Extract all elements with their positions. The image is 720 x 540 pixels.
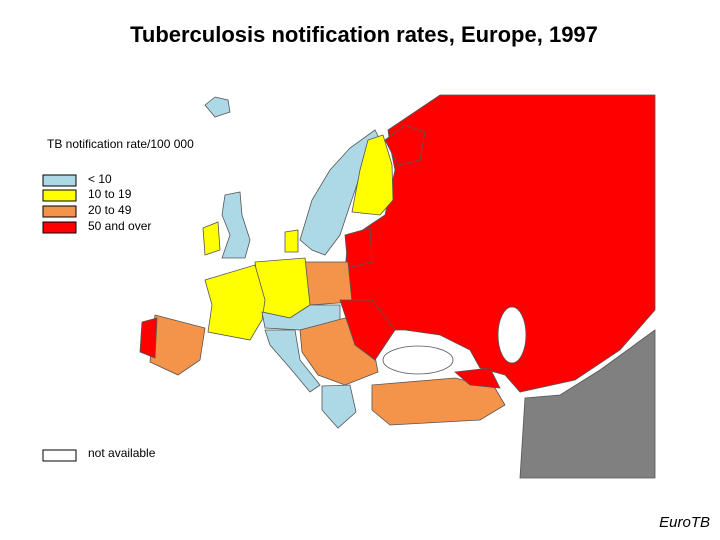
region: [284, 229, 299, 253]
title: Tuberculosis notification rates, Europe,…: [130, 22, 598, 47]
region: [202, 221, 221, 256]
region: [344, 227, 373, 269]
legend-label: not available: [88, 446, 156, 460]
legend-swatch: [42, 174, 77, 187]
legend-swatch: [42, 205, 77, 218]
region: [454, 367, 501, 389]
legend-label: 20 to 49: [88, 203, 132, 217]
region: [204, 96, 231, 118]
legend-title: TB notification rate/100 000: [47, 137, 194, 151]
map: [139, 94, 656, 479]
region: [371, 377, 506, 426]
legend-swatch: [42, 189, 77, 202]
legend-swatch: [42, 449, 77, 462]
sea: [382, 345, 454, 375]
region: [221, 191, 251, 259]
legend-label: 10 to 19: [88, 187, 132, 201]
sea: [497, 306, 527, 364]
region: [519, 329, 656, 479]
region: [304, 261, 353, 306]
region: [351, 134, 394, 216]
region: [149, 314, 206, 376]
region: [261, 304, 341, 331]
legend-swatch: [42, 221, 77, 234]
credit: EuroTB: [659, 514, 710, 531]
region: [344, 94, 656, 393]
legend-label: < 10: [88, 172, 112, 186]
region: [384, 124, 426, 166]
region: [204, 264, 266, 341]
legend-label: 50 and over: [88, 219, 151, 233]
region: [321, 384, 357, 429]
region: [139, 317, 158, 359]
region: [264, 329, 321, 393]
region: [339, 299, 396, 361]
